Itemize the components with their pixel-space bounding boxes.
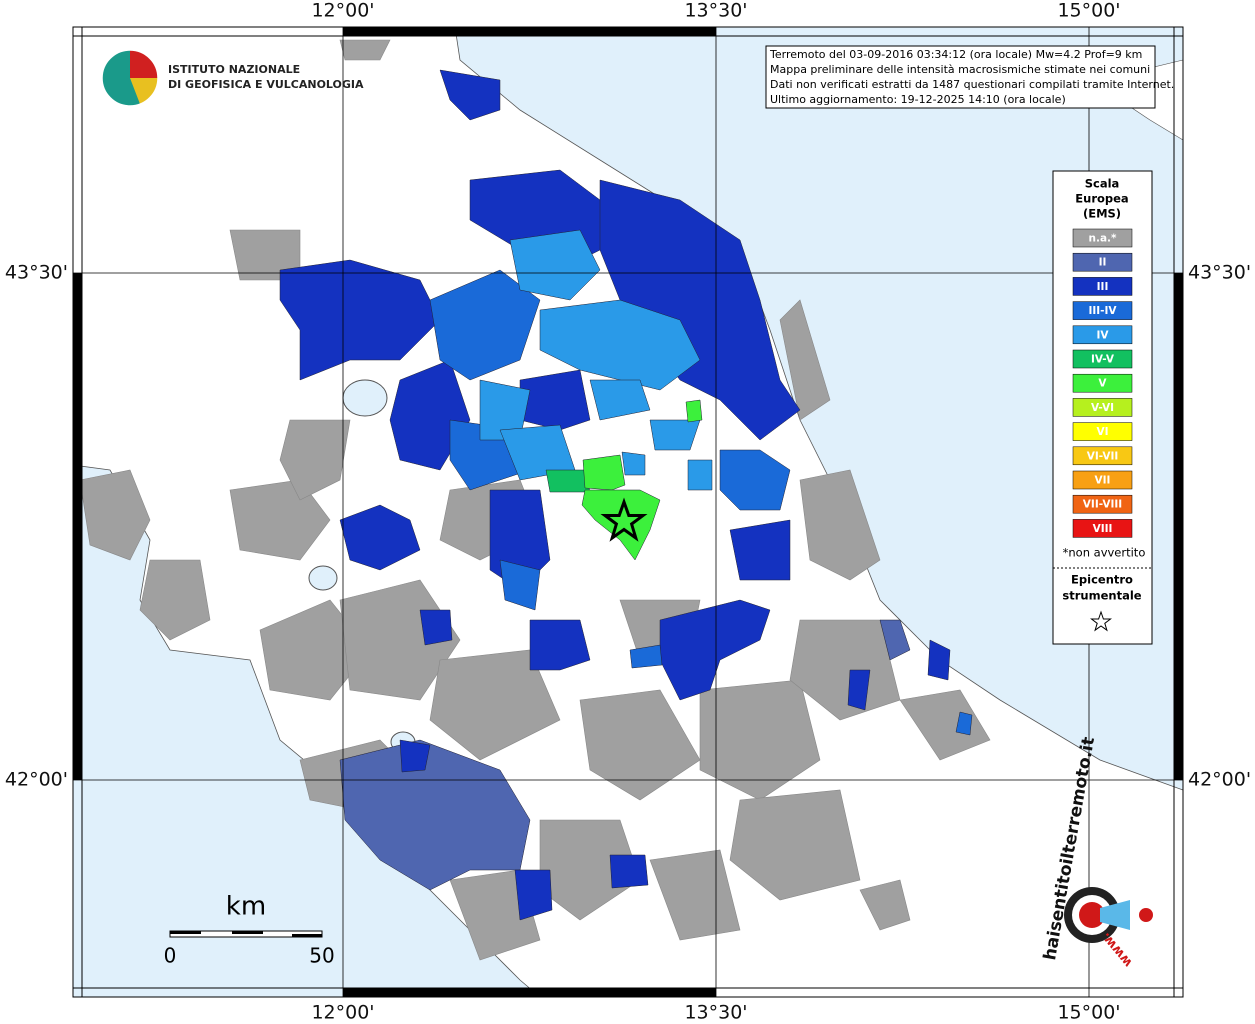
legend-label: VII-VIII xyxy=(1083,499,1122,511)
legend-label: VIII xyxy=(1093,523,1113,535)
legend-title: (EMS) xyxy=(1083,207,1121,221)
epicenter-title: Epicentro xyxy=(1071,573,1133,587)
legend-swatch xyxy=(1072,349,1133,369)
lake xyxy=(308,565,338,591)
lon-label: 12°00' xyxy=(311,0,374,22)
lat-label: 42°00' xyxy=(5,769,68,791)
legend-label: IV-V xyxy=(1091,354,1115,366)
legend-swatch xyxy=(1072,301,1133,320)
info-line: Dati non verificati estratti da 1487 que… xyxy=(770,78,1174,91)
legend-label: VI xyxy=(1096,426,1108,438)
lon-label: 15°00' xyxy=(1057,0,1120,22)
legend-swatch xyxy=(1072,252,1133,272)
institute-name: DI GEOFISICA E VULCANOLOGIA xyxy=(168,78,364,91)
municipalities xyxy=(79,39,991,961)
legend-label: VII xyxy=(1095,475,1111,487)
legend-swatch xyxy=(1072,519,1133,538)
info-line: Ultimo aggiornamento: 19-12-2025 14:10 (… xyxy=(770,93,1066,106)
scale-unit: km xyxy=(226,892,266,922)
info-line: Mappa preliminare delle intensità macros… xyxy=(770,63,1150,76)
lon-label: 12°00' xyxy=(311,1002,374,1024)
lon-label: 13°30' xyxy=(684,1002,747,1024)
ingv-logo: ISTITUTO NAZIONALE DI GEOFISICA E VULCAN… xyxy=(101,49,364,107)
legend-label: II xyxy=(1099,257,1107,269)
legend: Scala Europea (EMS) *non avvertito Epice… xyxy=(1052,170,1153,645)
legend-note: *non avvertito xyxy=(1063,546,1146,560)
frame xyxy=(72,26,1184,998)
scale-label: 0 xyxy=(164,944,177,968)
legend-title: Europea xyxy=(1075,192,1128,206)
legend-swatch xyxy=(1072,277,1133,296)
legend-swatch xyxy=(1072,446,1133,466)
scale-label: 50 xyxy=(309,944,334,968)
lat-label: 43°30' xyxy=(5,262,68,284)
institute-name: ISTITUTO NAZIONALE xyxy=(168,63,300,76)
legend-swatch xyxy=(1072,228,1133,248)
scale-bar: km 0 50 xyxy=(164,892,335,968)
epicenter xyxy=(600,497,648,542)
legend-label: VI-VII xyxy=(1087,450,1119,462)
legend-label: III xyxy=(1097,281,1109,293)
legend-title: Scala xyxy=(1085,177,1120,191)
legend-label: IV xyxy=(1096,329,1109,341)
legend-label: V-VI xyxy=(1091,402,1114,414)
legend-label: n.a.* xyxy=(1088,233,1117,245)
lake xyxy=(342,379,388,417)
legend-label: V xyxy=(1098,378,1107,390)
legend-swatch xyxy=(1072,325,1133,345)
lat-label: 42°00' xyxy=(1188,769,1251,791)
info-line: Terremoto del 03-09-2016 03:34:12 (ora l… xyxy=(769,48,1142,61)
lon-label: 15°00' xyxy=(1057,1002,1120,1024)
lon-label: 13°30' xyxy=(684,0,747,22)
legend-swatch xyxy=(1072,470,1133,490)
legend-swatch xyxy=(1072,398,1133,417)
legend-swatch xyxy=(1072,422,1133,441)
epicenter-title: strumentale xyxy=(1062,589,1141,603)
legend-swatch xyxy=(1072,494,1133,514)
info-box xyxy=(765,45,1156,109)
epicenter-symbol xyxy=(1090,610,1112,632)
legend-label: III-IV xyxy=(1088,305,1117,317)
lat-label: 43°30' xyxy=(1188,262,1251,284)
legend-swatch xyxy=(1072,373,1133,393)
